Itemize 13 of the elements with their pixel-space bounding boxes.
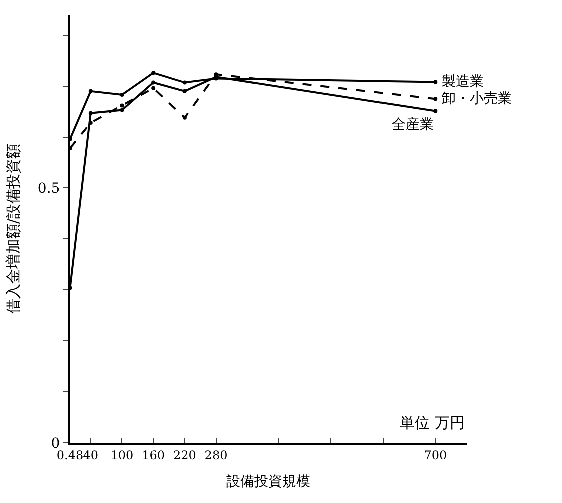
x-tick-label: 40 <box>83 448 99 462</box>
x-tick-label: 100 <box>110 448 134 462</box>
x-tick-label: 700 <box>424 448 448 462</box>
y-axis-title: 借入金増加額/設備投資額 <box>4 144 23 314</box>
annotation: 単位 万円 <box>400 414 465 432</box>
series-label: 卸・小売業 <box>442 91 512 107</box>
series-label: 製造業 <box>442 74 484 90</box>
x-tick-label: 160 <box>142 448 166 462</box>
y-tick-label: 0.5 <box>38 181 60 198</box>
x-tick-label: 220 <box>173 448 196 462</box>
x-tick-label: 280 <box>204 448 228 462</box>
series-label: 全産業 <box>392 117 434 133</box>
x-axis-title: 設備投資規模 <box>226 474 310 490</box>
